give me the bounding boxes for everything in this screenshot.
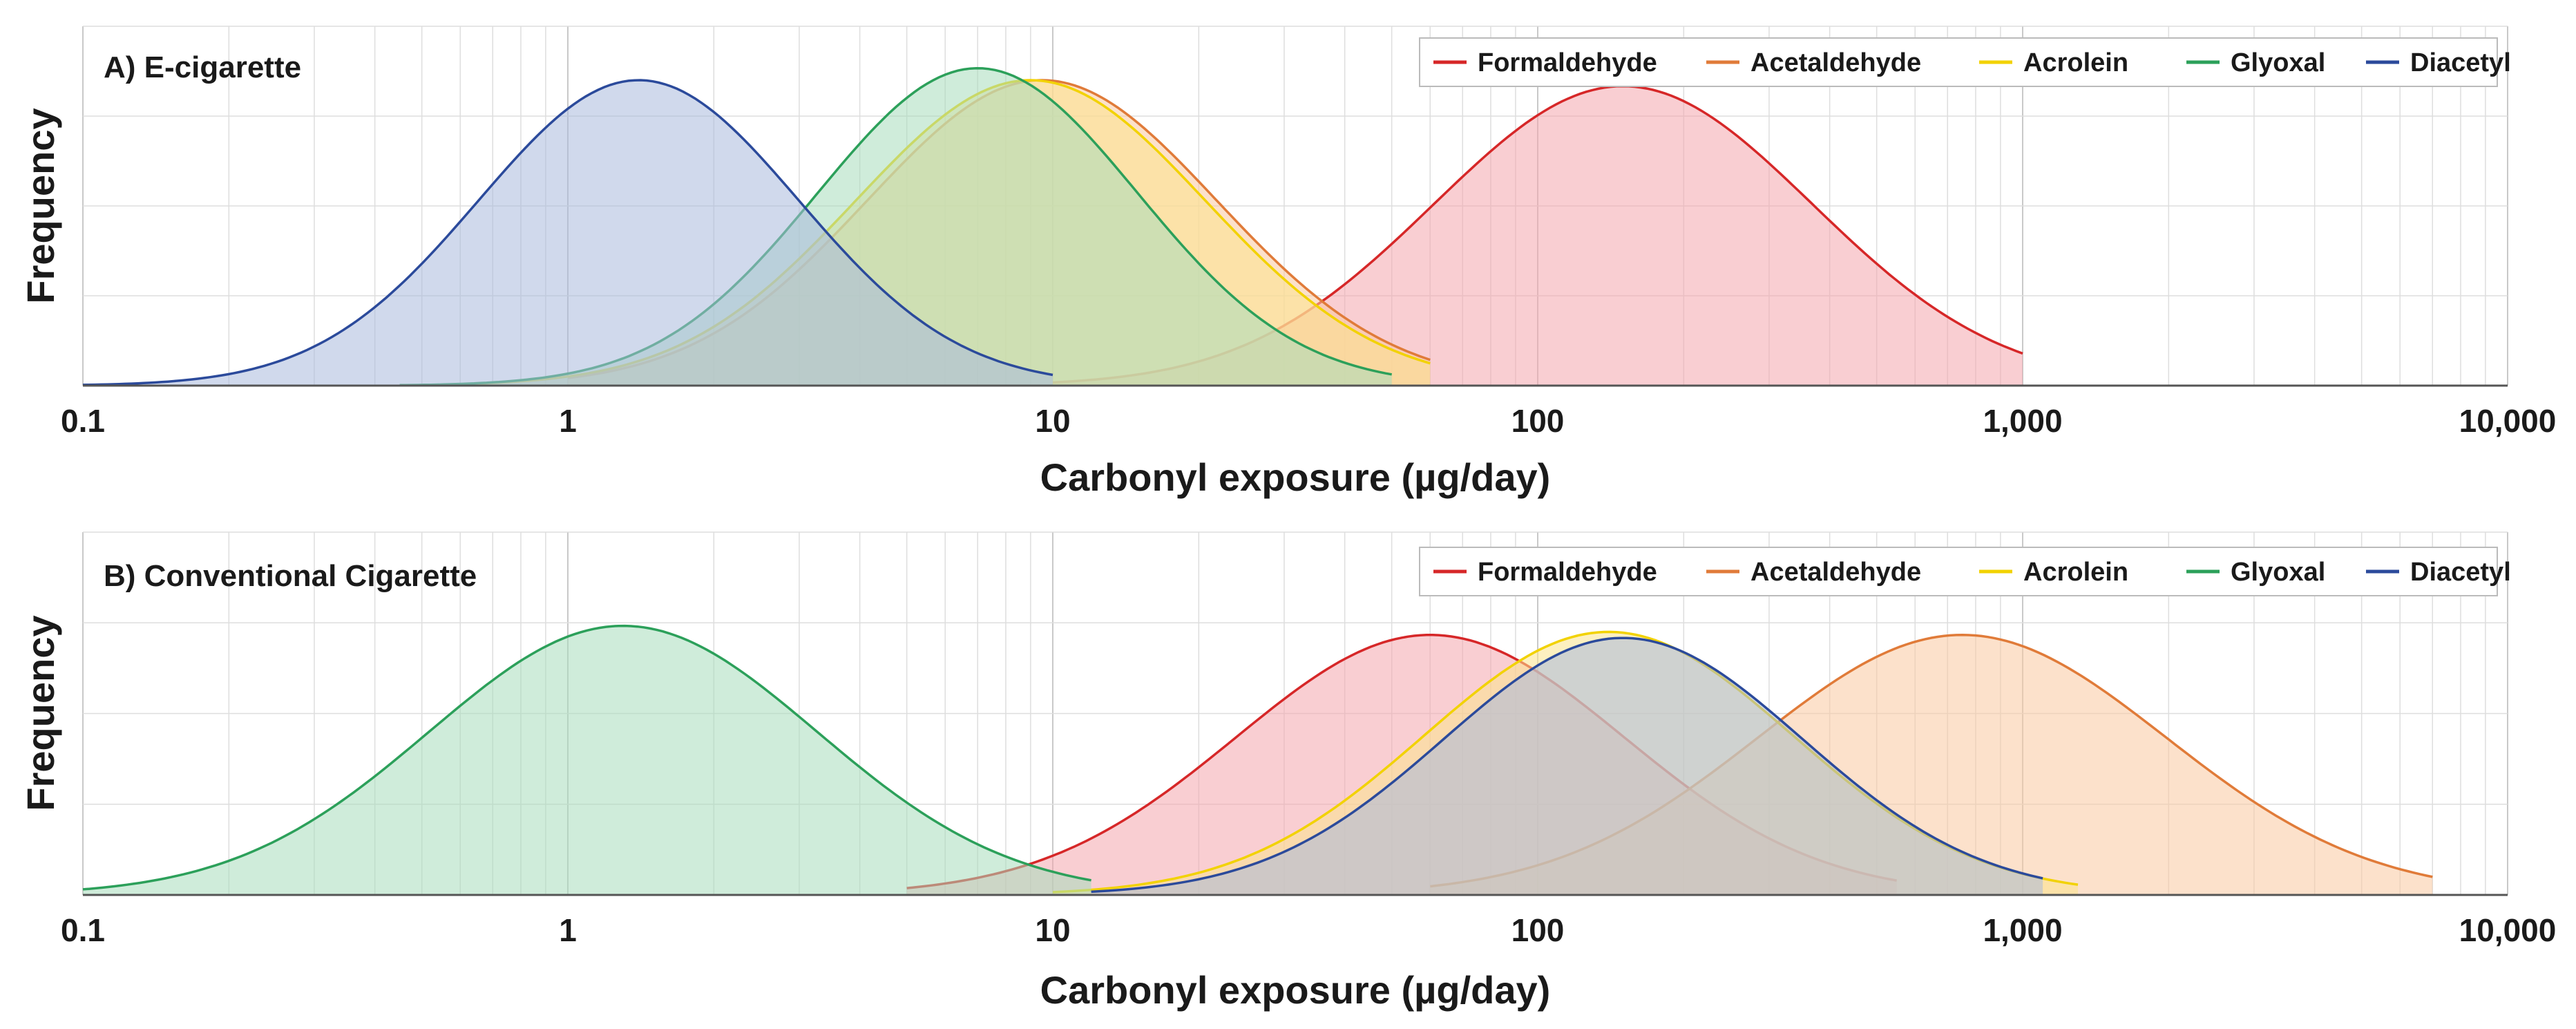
x-tick-labels-b: 0.1 1 10 100 1,000 10,000	[61, 912, 2556, 948]
x-tick-label: 10,000	[2459, 912, 2557, 948]
panel-title-a: A) E-cigarette	[104, 50, 301, 84]
x-tick-label: 1	[559, 912, 577, 948]
x-tick-label: 0.1	[61, 912, 105, 948]
x-tick-label: 100	[1511, 403, 1565, 439]
legend-label-acetaldehyde: Acetaldehyde	[1750, 558, 1921, 587]
line-diacetyl	[1091, 636, 2043, 894]
legend-a: Formaldehyde Acetaldehyde Acrolein Glyoxal D…	[1419, 37, 2511, 87]
legend-label-glyoxal: Glyoxal	[2231, 558, 2325, 587]
legend-label-acrolein: Acrolein	[2023, 48, 2128, 77]
panel-title-b: B) Conventional Cigarette	[104, 559, 477, 593]
x-axis-title-a: Carbonyl exposure (µg/day)	[1040, 455, 1551, 499]
legend-box-b	[1419, 547, 2498, 596]
legend-label-glyoxal: Glyoxal	[2231, 48, 2325, 77]
legend-b: Formaldehyde Acetaldehyde Acrolein Glyoxal D…	[1419, 547, 2511, 596]
area-formaldehyde	[1053, 86, 2023, 386]
legend-label-diacetyl: Diacetyl	[2410, 558, 2511, 587]
area-glyoxal	[399, 68, 1392, 386]
y-axis-title-b: Frequency	[19, 615, 62, 811]
legend-label-acrolein: Acrolein	[2023, 558, 2128, 587]
panel-a: 0.1 1 10 100 1,000 10,000 A) E-cigarette Carb…	[19, 26, 2556, 499]
x-tick-label: 0.1	[61, 403, 105, 439]
area-glyoxal	[83, 625, 1091, 895]
line-glyoxal	[82, 624, 1091, 891]
y-axis-title-a: Frequency	[19, 108, 62, 303]
x-tick-label: 1	[559, 403, 577, 439]
x-tick-label: 1,000	[1983, 912, 2062, 948]
x-tick-label: 10	[1035, 403, 1070, 439]
legend-label-acetaldehyde: Acetaldehyde	[1750, 48, 1921, 77]
panel-b: 0.1 1 10 100 1,000 10,000 B) Conventional Cig…	[19, 531, 2556, 1012]
x-tick-label: 10,000	[2459, 403, 2557, 439]
curves-b	[82, 624, 2433, 895]
legend-label-formaldehyde: Formaldehyde	[1478, 558, 1657, 587]
legend-label-formaldehyde: Formaldehyde	[1478, 48, 1657, 77]
x-tick-label: 1,000	[1983, 403, 2062, 439]
legend-box-a	[1419, 37, 2498, 87]
x-tick-labels-a: 0.1 1 10 100 1,000 10,000	[61, 403, 2556, 439]
area-diacetyl	[1091, 638, 2043, 895]
curves-a	[82, 66, 2023, 387]
legend-label-diacetyl: Diacetyl	[2410, 48, 2511, 77]
line-diacetyl	[82, 79, 1053, 386]
x-tick-label: 10	[1035, 912, 1070, 948]
x-axis-title-b: Carbonyl exposure (µg/day)	[1040, 968, 1551, 1012]
area-diacetyl	[83, 80, 1053, 386]
x-tick-label: 100	[1511, 912, 1565, 948]
